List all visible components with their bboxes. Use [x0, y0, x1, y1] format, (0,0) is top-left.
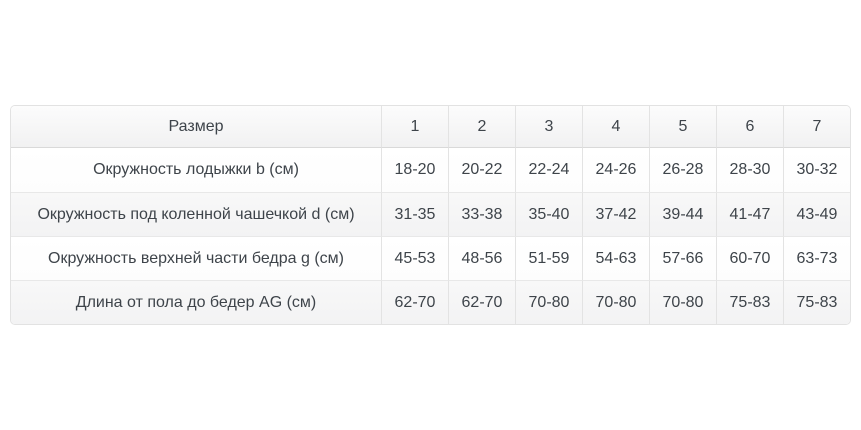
value-cell: 60-70: [716, 236, 783, 280]
value-cell: 37-42: [582, 192, 649, 236]
value-cell: 24-26: [582, 148, 649, 192]
value-cell: 62-70: [448, 280, 515, 324]
row-label-cell: Длина от пола до бедер AG (см): [11, 280, 381, 324]
header-cell-size-label: Размер: [11, 106, 381, 148]
value-cell: 20-22: [448, 148, 515, 192]
value-cell: 31-35: [381, 192, 448, 236]
value-cell: 35-40: [515, 192, 582, 236]
value-cell: 41-47: [716, 192, 783, 236]
value-cell: 63-73: [783, 236, 850, 280]
header-row: Размер 1 2 3 4 5 6 7: [11, 106, 850, 148]
value-cell: 51-59: [515, 236, 582, 280]
table-row-floor-to-hip-length: Длина от пола до бедер AG (см) 62-70 62-…: [11, 280, 850, 324]
value-cell: 45-53: [381, 236, 448, 280]
table-row-below-kneecap-circumference: Окружность под коленной чашечкой d (см) …: [11, 192, 850, 236]
value-cell: 43-49: [783, 192, 850, 236]
value-cell: 70-80: [582, 280, 649, 324]
header-cell-size-6: 6: [716, 106, 783, 148]
header-cell-size-1: 1: [381, 106, 448, 148]
header-cell-size-7: 7: [783, 106, 850, 148]
header-cell-size-5: 5: [649, 106, 716, 148]
header-cell-size-2: 2: [448, 106, 515, 148]
value-cell: 62-70: [381, 280, 448, 324]
value-cell: 75-83: [783, 280, 850, 324]
size-chart-table: Размер 1 2 3 4 5 6 7 Окружность лодыжки …: [11, 106, 850, 324]
table-row-ankle-circumference: Окружность лодыжки b (см) 18-20 20-22 22…: [11, 148, 850, 192]
value-cell: 30-32: [783, 148, 850, 192]
value-cell: 75-83: [716, 280, 783, 324]
value-cell: 70-80: [649, 280, 716, 324]
value-cell: 39-44: [649, 192, 716, 236]
value-cell: 54-63: [582, 236, 649, 280]
row-label-cell: Окружность верхней части бедра g (см): [11, 236, 381, 280]
value-cell: 18-20: [381, 148, 448, 192]
header-cell-size-3: 3: [515, 106, 582, 148]
value-cell: 70-80: [515, 280, 582, 324]
value-cell: 33-38: [448, 192, 515, 236]
table-row-upper-thigh-circumference: Окружность верхней части бедра g (см) 45…: [11, 236, 850, 280]
value-cell: 57-66: [649, 236, 716, 280]
header-cell-size-4: 4: [582, 106, 649, 148]
value-cell: 26-28: [649, 148, 716, 192]
value-cell: 48-56: [448, 236, 515, 280]
value-cell: 22-24: [515, 148, 582, 192]
size-chart-container: Размер 1 2 3 4 5 6 7 Окружность лодыжки …: [10, 105, 851, 325]
value-cell: 28-30: [716, 148, 783, 192]
row-label-cell: Окружность под коленной чашечкой d (см): [11, 192, 381, 236]
row-label-cell: Окружность лодыжки b (см): [11, 148, 381, 192]
